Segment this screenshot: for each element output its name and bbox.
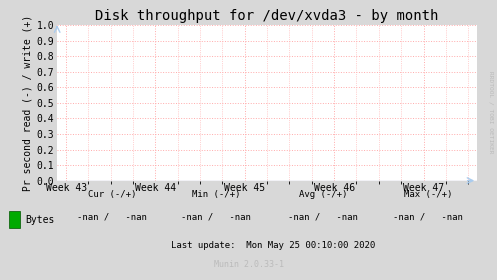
Text: Last update:  Mon May 25 00:10:00 2020: Last update: Mon May 25 00:10:00 2020 xyxy=(171,241,375,250)
Text: Munin 2.0.33-1: Munin 2.0.33-1 xyxy=(214,260,283,269)
Text: Cur (-/+): Cur (-/+) xyxy=(87,190,136,199)
Text: RRDTOOL / TOBI OETIKER: RRDTOOL / TOBI OETIKER xyxy=(489,71,494,153)
Text: -nan /   -nan: -nan / -nan xyxy=(288,213,358,222)
Text: -nan /   -nan: -nan / -nan xyxy=(181,213,251,222)
Text: -nan /   -nan: -nan / -nan xyxy=(77,213,147,222)
Title: Disk throughput for /dev/xvda3 - by month: Disk throughput for /dev/xvda3 - by mont… xyxy=(95,9,439,23)
Text: Avg (-/+): Avg (-/+) xyxy=(299,190,347,199)
Text: Min (-/+): Min (-/+) xyxy=(192,190,241,199)
Text: -nan /   -nan: -nan / -nan xyxy=(394,213,463,222)
Text: Bytes: Bytes xyxy=(25,215,54,225)
Y-axis label: Pr second read (-) / write (+): Pr second read (-) / write (+) xyxy=(22,15,33,191)
Text: Max (-/+): Max (-/+) xyxy=(404,190,453,199)
